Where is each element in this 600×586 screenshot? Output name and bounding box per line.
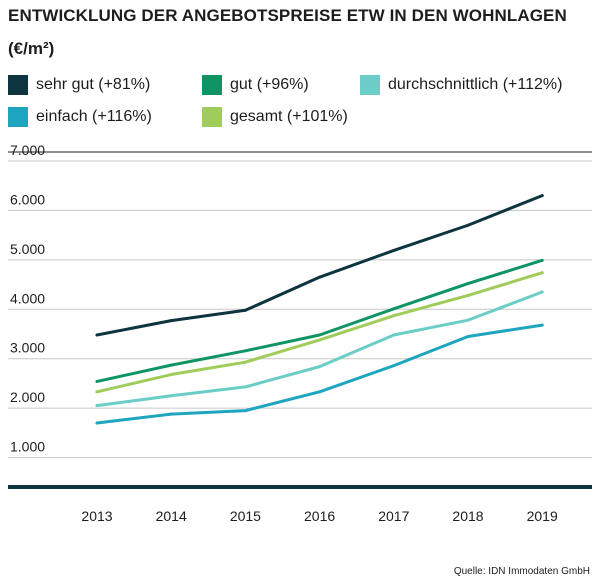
data-point: [95, 390, 99, 394]
data-point: [392, 333, 396, 337]
chart-unit: (€/m²): [8, 39, 55, 58]
data-point: [318, 333, 322, 337]
x-tick-label: 2015: [230, 508, 261, 524]
data-point: [318, 338, 322, 342]
legend-swatch-durchschnittlich: [360, 75, 380, 95]
y-tick-label: 7.000: [10, 142, 45, 158]
data-point: [243, 360, 247, 364]
legend-swatch-einfach: [8, 107, 28, 127]
data-point: [466, 282, 470, 286]
data-point: [169, 373, 173, 377]
series-line: [95, 194, 544, 337]
legend-swatch-sehr-gut: [8, 75, 28, 95]
data-point: [466, 223, 470, 227]
series-group: [95, 290, 544, 408]
legend-swatch-gesamt: [202, 107, 222, 127]
data-point: [169, 319, 173, 323]
y-tick-label: 3.000: [10, 340, 45, 356]
chart-title: ENTWICKLUNG DER ANGEBOTSPREISE ETW IN DE…: [8, 6, 567, 25]
label-layer: 1.000 2.000 3.000 4.000 5.000 6.000 7.000 2013 2…: [10, 142, 558, 524]
data-point: [392, 314, 396, 318]
x-tick-label: 2014: [156, 508, 187, 524]
data-point: [95, 333, 99, 337]
legend-item-durchschnittlich: durchschnittlich (+112%): [360, 75, 562, 95]
x-tick-label: 2013: [81, 508, 112, 524]
legend-label-einfach: einfach (+116%): [36, 108, 152, 125]
data-point: [466, 318, 470, 322]
series-group: [95, 323, 544, 425]
series-line: [95, 271, 544, 394]
series-group: [95, 271, 544, 394]
data-point: [243, 349, 247, 353]
y-tick-label: 4.000: [10, 290, 45, 306]
x-tick-label: 2017: [378, 508, 409, 524]
legend-label-gut: gut (+96%): [230, 76, 309, 93]
data-point: [95, 421, 99, 425]
data-point: [318, 390, 322, 394]
data-point: [540, 323, 544, 327]
series-layer: [95, 194, 544, 425]
legend-label-durchschnittlich: durchschnittlich (+112%): [388, 76, 563, 93]
data-point: [95, 379, 99, 383]
data-point: [169, 363, 173, 367]
data-point: [318, 275, 322, 279]
data-point: [95, 404, 99, 408]
y-tick-label: 6.000: [10, 191, 45, 207]
legend-item-einfach: einfach (+116%): [8, 107, 152, 127]
y-tick-label: 5.000: [10, 241, 45, 257]
legend-item-gesamt: gesamt (+101%): [202, 107, 348, 127]
y-tick-label: 2.000: [10, 389, 45, 405]
data-point: [540, 271, 544, 275]
data-point: [243, 308, 247, 312]
x-tick-label: 2016: [304, 508, 335, 524]
data-point: [466, 334, 470, 338]
data-point: [540, 258, 544, 262]
data-point: [169, 394, 173, 398]
legend-label-sehr-gut: sehr gut (+81%): [36, 76, 151, 93]
data-point: [392, 364, 396, 368]
legend-item-gut: gut (+96%): [202, 75, 309, 95]
legend-label-gesamt: gesamt (+101%): [230, 108, 348, 125]
data-point: [540, 290, 544, 294]
series-group: [95, 194, 544, 337]
data-point: [392, 307, 396, 311]
x-tick-label: 2018: [452, 508, 483, 524]
data-point: [318, 365, 322, 369]
data-point: [243, 385, 247, 389]
source-note: Quelle: IDN Immodaten GmbH: [453, 566, 590, 577]
data-point: [169, 412, 173, 416]
legend-item-sehr-gut: sehr gut (+81%): [8, 75, 150, 95]
series-group: [95, 258, 544, 383]
legend-swatch-gut: [202, 75, 222, 95]
data-point: [392, 248, 396, 252]
data-point: [540, 194, 544, 198]
data-point: [243, 409, 247, 413]
x-tick-label: 2019: [527, 508, 558, 524]
data-point: [466, 293, 470, 297]
y-tick-label: 1.000: [10, 439, 45, 455]
